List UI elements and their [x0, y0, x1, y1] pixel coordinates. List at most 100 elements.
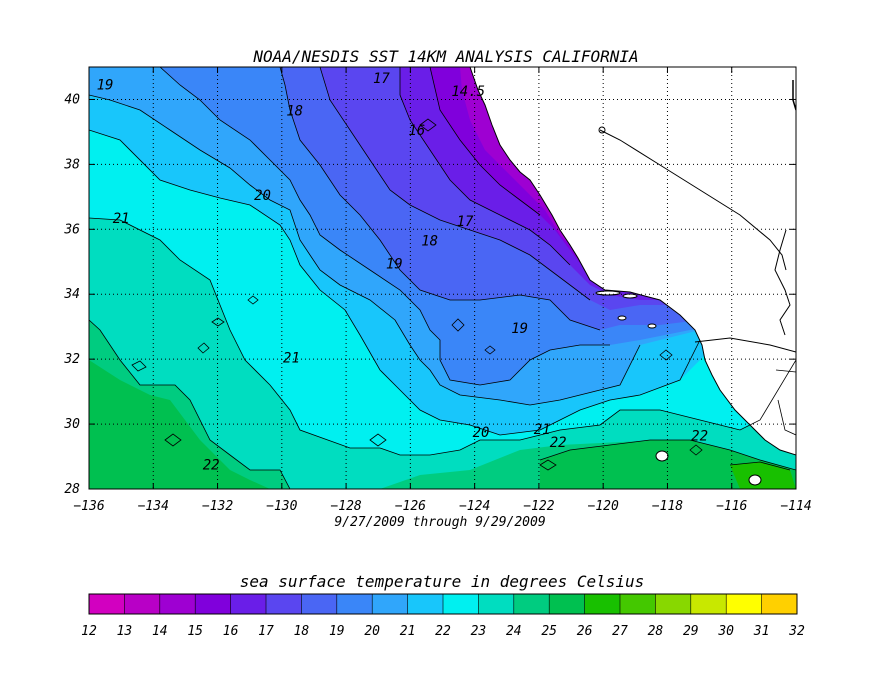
colorbar-label: 29	[683, 624, 699, 639]
colorbar-label: 25	[541, 624, 557, 639]
y-tick-label: 32	[63, 352, 80, 367]
colorbar-label: 16	[223, 624, 239, 639]
colorbar-title: sea surface temperature in degrees Celsi…	[240, 572, 645, 591]
x-tick-label: −120	[588, 499, 619, 514]
colorbar	[88, 593, 798, 615]
contour-label: 18	[286, 104, 303, 120]
colorbar-label: 17	[258, 624, 274, 639]
x-tick-label: −128	[330, 499, 361, 514]
colorbar-swatch	[159, 594, 196, 614]
colorbar-swatch	[478, 594, 515, 614]
y-tick-label: 28	[64, 482, 80, 497]
contour-label: 16	[408, 123, 425, 139]
colorbar-label: 18	[294, 624, 310, 639]
coast-detail-east	[792, 80, 796, 111]
contour-label: 14.5	[451, 84, 485, 100]
colorbar-swatch	[266, 594, 302, 614]
contour-label: 19	[386, 256, 403, 272]
us-mexico-border	[694, 337, 796, 353]
colorbar-label: 19	[329, 624, 345, 639]
contour-label: 21	[113, 211, 130, 227]
contour-label: 19	[511, 321, 528, 337]
colorbar-label: 20	[364, 624, 380, 639]
colorbar-label: 13	[117, 624, 133, 639]
colorbar-swatch	[549, 594, 586, 614]
colorbar-swatch	[124, 594, 161, 614]
contour-label: 22	[203, 458, 220, 474]
contour-label: 21	[283, 350, 300, 366]
sst-band-24-south	[540, 440, 796, 489]
sst-band-25	[730, 462, 796, 489]
contour-label: 19	[97, 78, 114, 94]
island	[647, 323, 657, 329]
colorbar-swatch	[620, 594, 656, 614]
colorbar-swatch	[690, 594, 727, 614]
colorbar-label: 27	[612, 624, 628, 639]
colorbar-swatch	[301, 594, 338, 614]
colorbar-swatch	[407, 594, 444, 614]
contour-label: 20	[254, 188, 271, 204]
colorbar-label: 23	[471, 624, 487, 639]
x-tick-label: −134	[138, 499, 169, 514]
contour-label: 17	[457, 214, 474, 230]
contour-label: 17	[373, 71, 390, 87]
colorbar-label: 22	[435, 624, 451, 639]
map-title: NOAA/NESDIS SST 14KM ANALYSIS CALIFORNIA	[252, 47, 638, 66]
colorbar-labels: 12 13 14 15 16 17 18 19 20 21 22 23 24 25 26 27 28 29 30 31…	[81, 624, 805, 639]
colorbar-swatch	[726, 594, 763, 614]
x-tick-label: −116	[716, 499, 747, 514]
colorbar-swatch	[584, 594, 621, 614]
colorbar-label: 31	[753, 624, 770, 639]
x-tick-label: −118	[652, 499, 683, 514]
colorbar-swatch	[513, 594, 550, 614]
x-tick-label: −130	[266, 499, 297, 514]
sst-band-24	[89, 360, 270, 489]
contour-label: 21	[534, 422, 551, 438]
colorbar-label: 12	[81, 624, 97, 639]
y-tick-label: 38	[63, 157, 80, 172]
x-tick-label: −122	[523, 499, 554, 514]
x-tick-label: −124	[459, 499, 490, 514]
x-tick-label: −126	[395, 499, 426, 514]
colorbar-swatch	[336, 594, 373, 614]
colorbar-swatch	[372, 594, 409, 614]
state-border-ca-nv	[599, 129, 787, 271]
colorbar-swatch	[230, 594, 267, 614]
colorbar-label: 32	[788, 624, 805, 639]
colorbar-label: 14	[152, 624, 168, 639]
contour-label: 22	[691, 428, 708, 444]
lake-tahoe	[598, 126, 606, 134]
colorbar-label: 24	[506, 624, 522, 639]
colorbar-swatch	[443, 594, 479, 614]
map-axes: −136 −134 −132 −130 −128 −126 −124 −122 −120 −118…	[63, 67, 812, 514]
state-border-ca-az	[774, 229, 791, 336]
colorbar-label: 21	[400, 624, 416, 639]
colorbar-swatch	[195, 594, 232, 614]
map-frame	[88, 66, 797, 490]
x-tick-label: −136	[73, 499, 104, 514]
colorbar-label: 15	[187, 624, 203, 639]
date-range: 9/27/2009 through 9/29/2009	[334, 515, 545, 530]
colorbar-label: 28	[648, 624, 664, 639]
contour-lines	[89, 67, 796, 489]
y-tick-label: 36	[63, 222, 80, 237]
y-tick-label: 30	[63, 417, 80, 432]
colorbar-label: 26	[577, 624, 593, 639]
x-tick-label: −132	[202, 499, 233, 514]
island	[617, 315, 627, 321]
contour-label: 18	[421, 234, 438, 250]
colorbar-swatch	[761, 594, 798, 614]
island	[655, 450, 669, 462]
colorbar-swatch	[655, 594, 692, 614]
colorbar-swatch	[89, 594, 125, 614]
island	[748, 474, 762, 486]
land-mass	[469, 67, 796, 456]
contour-label: 20	[473, 425, 490, 441]
contour-label: 22	[550, 435, 567, 451]
y-tick-label: 34	[63, 287, 80, 302]
colorbar-label: 30	[717, 624, 734, 639]
island	[595, 290, 621, 296]
